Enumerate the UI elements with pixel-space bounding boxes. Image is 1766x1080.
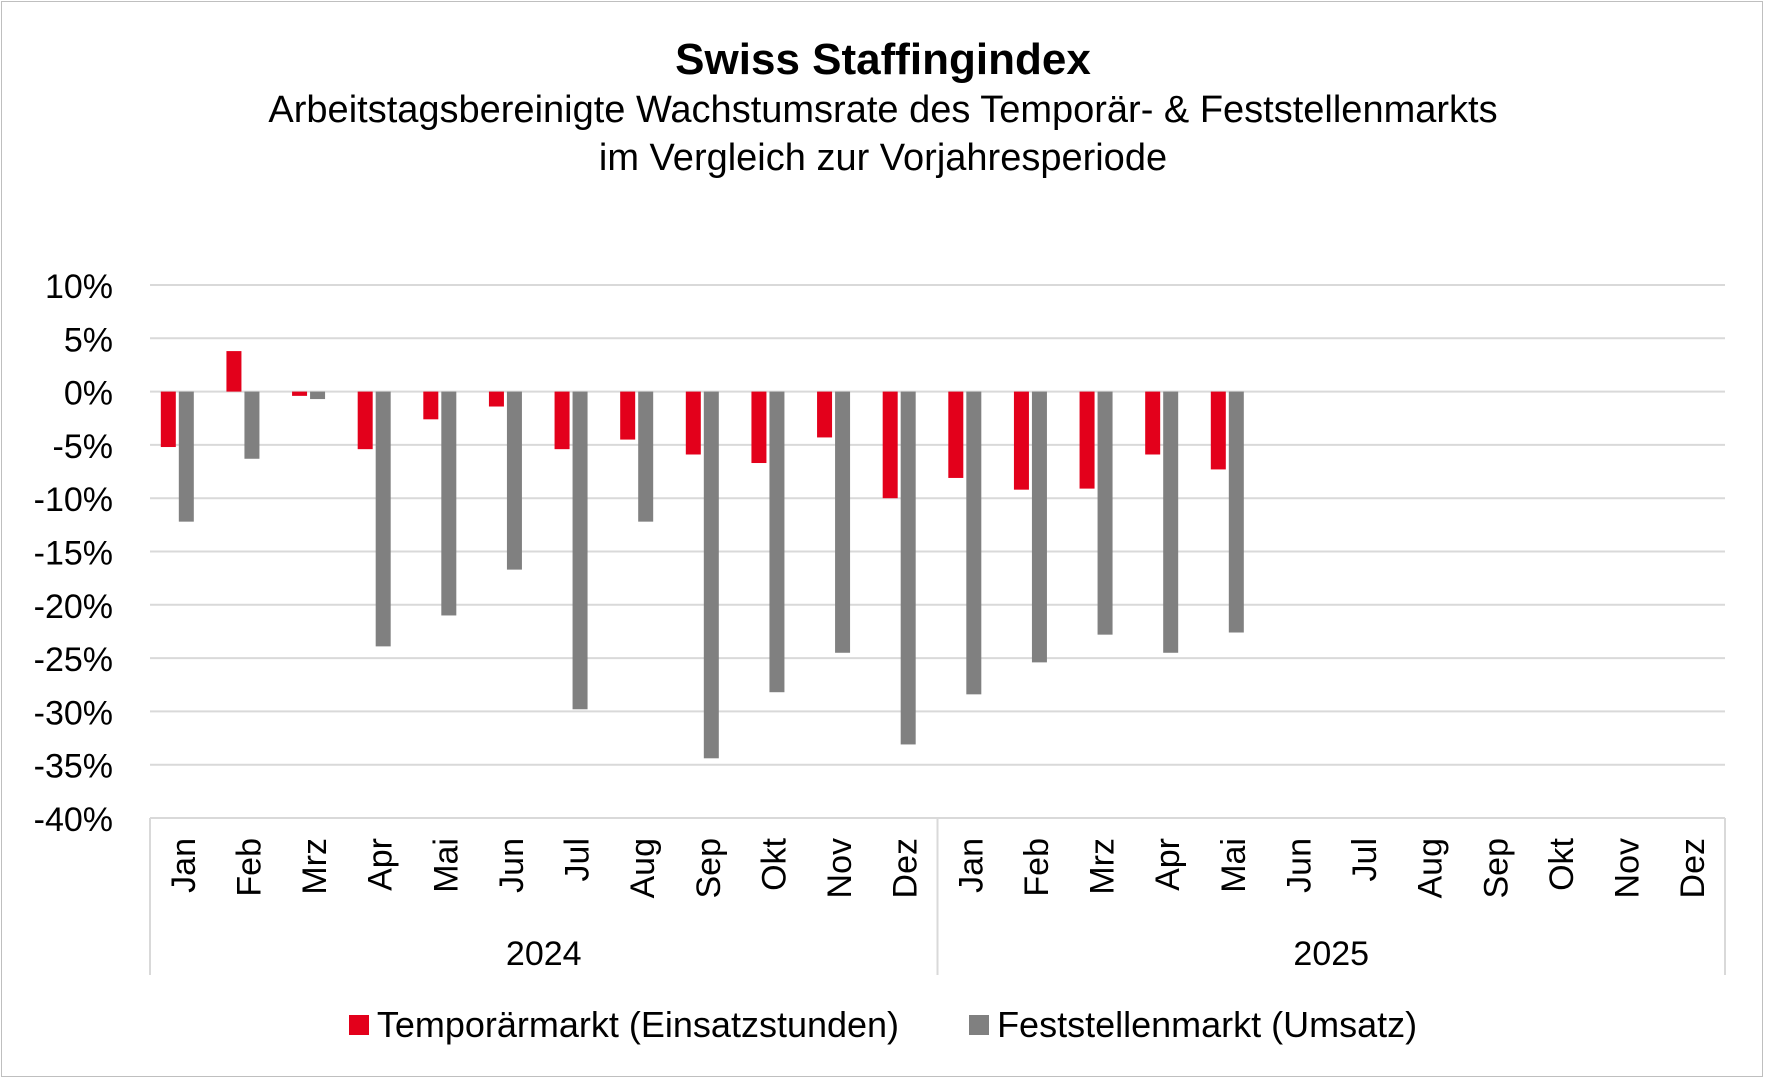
- x-tick-label: Mai: [1215, 838, 1253, 893]
- bar-feststellenmarkt: [1097, 391, 1113, 635]
- bar-feststellenmarkt: [966, 391, 982, 695]
- y-tick-label: -35%: [34, 748, 113, 786]
- x-tick-label: Sep: [690, 838, 728, 899]
- bar-temporaermarkt: [554, 391, 570, 450]
- x-tick-label: Jan: [952, 838, 990, 893]
- bar-feststellenmarkt: [1031, 391, 1047, 663]
- x-group-label: 2024: [506, 935, 582, 973]
- bar-temporaermarkt: [423, 391, 439, 420]
- x-tick-label: Jul: [1346, 838, 1384, 881]
- bar-temporaermarkt: [882, 391, 898, 499]
- x-tick-label: Okt: [755, 837, 793, 890]
- bar-temporaermarkt: [488, 391, 504, 407]
- bar-feststellenmarkt: [244, 391, 260, 459]
- x-tick-label: Okt: [1543, 837, 1581, 890]
- x-tick-label: Aug: [624, 838, 662, 899]
- chart-titles: Swiss Staffingindex Arbeitstagsbereinigt…: [0, 34, 1766, 182]
- bar-temporaermarkt: [1145, 391, 1161, 455]
- bar-temporaermarkt: [685, 391, 701, 455]
- bar-feststellenmarkt: [375, 391, 391, 647]
- bar-temporaermarkt: [292, 391, 308, 396]
- bar-feststellenmarkt: [900, 391, 916, 745]
- bar-feststellenmarkt: [441, 391, 457, 616]
- y-tick-label: -20%: [34, 588, 113, 626]
- x-tick-label: Nov: [821, 838, 859, 898]
- y-tick-label: -15%: [34, 535, 113, 573]
- bar-feststellenmarkt: [1163, 391, 1179, 653]
- y-tick-label: -25%: [34, 641, 113, 679]
- bar-temporaermarkt: [1013, 391, 1029, 490]
- x-tick-label: Apr: [362, 838, 400, 891]
- x-tick-label: Sep: [1477, 838, 1515, 899]
- legend-item-feststellenmarkt: Feststellenmarkt (Umsatz): [969, 1004, 1417, 1046]
- x-tick-label: Aug: [1412, 838, 1450, 899]
- bar-temporaermarkt: [226, 351, 242, 392]
- x-tick-label: Nov: [1609, 838, 1647, 898]
- x-tick-label: Mai: [427, 838, 465, 893]
- y-tick-label: -10%: [34, 481, 113, 519]
- bar-feststellenmarkt: [703, 391, 719, 759]
- chart-legend: Temporärmarkt (Einsatzstunden) Feststell…: [0, 1002, 1766, 1046]
- x-group-label: 2025: [1293, 935, 1369, 973]
- x-tick-label: Mrz: [1084, 838, 1122, 895]
- bar-feststellenmarkt: [506, 391, 522, 570]
- legend-label-temporaermarkt: Temporärmarkt (Einsatzstunden): [376, 1004, 900, 1045]
- legend-label-feststellenmarkt: Feststellenmarkt (Umsatz): [997, 1004, 1418, 1045]
- y-tick-label: -30%: [34, 694, 113, 732]
- x-tick-label: Jul: [559, 838, 597, 881]
- chart-subtitle-line-2: im Vergleich zur Vorjahresperiode: [598, 137, 1168, 179]
- x-tick-label: Apr: [1149, 838, 1187, 891]
- y-tick-label: 5%: [64, 321, 113, 359]
- x-tick-label: Mrz: [296, 838, 334, 895]
- bar-feststellenmarkt: [769, 391, 785, 693]
- bar-temporaermarkt: [948, 391, 964, 478]
- bar-feststellenmarkt: [178, 391, 194, 522]
- x-tick-label: Feb: [230, 838, 268, 897]
- legend-swatch-feststellenmarkt: [969, 1015, 990, 1035]
- y-tick-label: -5%: [53, 428, 113, 466]
- y-tick-label: -40%: [34, 801, 113, 839]
- bar-temporaermarkt: [160, 391, 176, 448]
- x-tick-label: Jan: [165, 838, 203, 893]
- bar-temporaermarkt: [817, 391, 833, 438]
- y-tick-label: 10%: [45, 268, 113, 306]
- bar-temporaermarkt: [751, 391, 767, 464]
- x-tick-label: Feb: [1018, 838, 1056, 897]
- x-tick-label: Dez: [887, 838, 925, 898]
- x-tick-label: Jun: [1280, 838, 1318, 893]
- bar-temporaermarkt: [1079, 391, 1095, 489]
- y-tick-label: 0%: [64, 375, 113, 413]
- bar-feststellenmarkt: [310, 391, 326, 400]
- legend-swatch-temporaermarkt: [348, 1015, 369, 1035]
- bar-feststellenmarkt: [1228, 391, 1244, 633]
- x-tick-label: Dez: [1674, 838, 1712, 898]
- bar-feststellenmarkt: [638, 391, 654, 522]
- bar-temporaermarkt: [1210, 391, 1226, 470]
- bar-temporaermarkt: [620, 391, 636, 440]
- chart-subtitle-line-1: Arbeitstagsbereinigte Wachstumsrate des …: [268, 89, 1498, 131]
- bar-feststellenmarkt: [572, 391, 588, 710]
- legend-item-temporaermarkt: Temporärmarkt (Einsatzstunden): [348, 1004, 900, 1046]
- chart-title: Swiss Staffingindex: [675, 35, 1091, 84]
- bar-temporaermarkt: [357, 391, 373, 450]
- bar-feststellenmarkt: [835, 391, 851, 653]
- x-tick-label: Jun: [493, 838, 531, 893]
